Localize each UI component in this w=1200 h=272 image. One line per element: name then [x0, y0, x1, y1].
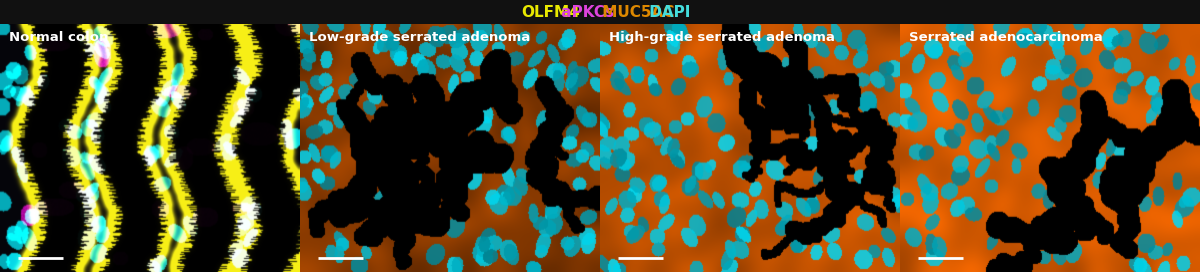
Text: High-grade serrated adenoma: High-grade serrated adenoma — [610, 31, 835, 44]
Text: OLFM4: OLFM4 — [522, 5, 581, 20]
Text: Low-grade serrated adenoma: Low-grade serrated adenoma — [310, 31, 530, 44]
Text: Normal colon: Normal colon — [10, 31, 108, 44]
Text: DAPI: DAPI — [644, 5, 691, 20]
Text: aPKCs: aPKCs — [556, 5, 613, 20]
Text: Serrated adenocarcinoma: Serrated adenocarcinoma — [910, 31, 1103, 44]
Text: MUC5AC: MUC5AC — [596, 5, 674, 20]
